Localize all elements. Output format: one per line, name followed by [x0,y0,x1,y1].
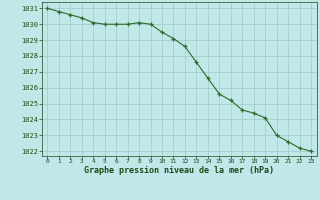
X-axis label: Graphe pression niveau de la mer (hPa): Graphe pression niveau de la mer (hPa) [84,166,274,175]
